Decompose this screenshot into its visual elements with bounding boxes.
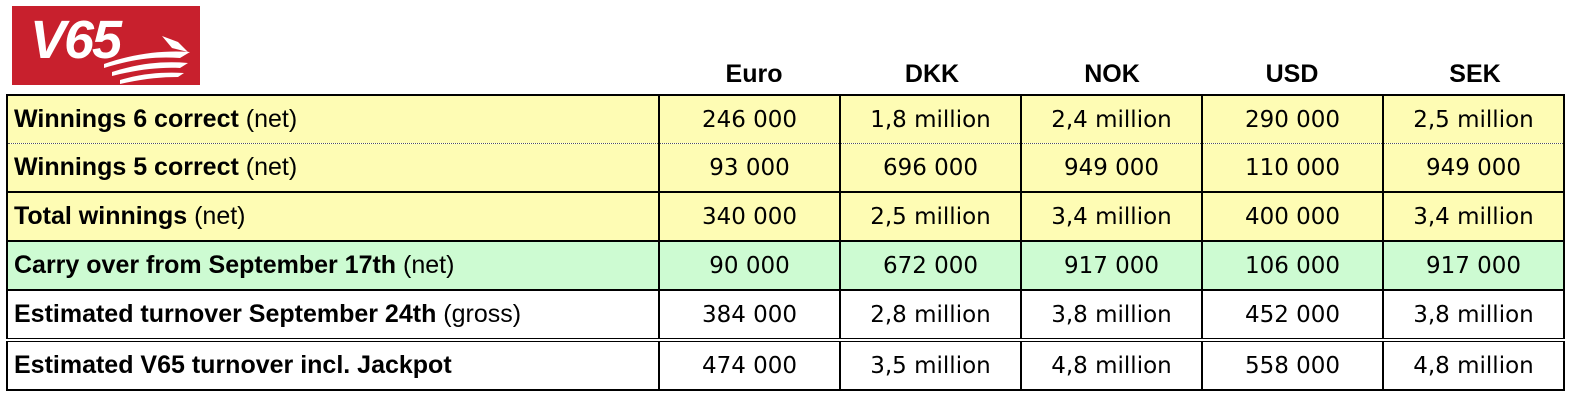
cell-sek: 2,5 million — [1382, 94, 1565, 144]
cell-dkk: 1,8 million — [839, 94, 1022, 144]
cell-usd: 452 000 — [1201, 289, 1384, 341]
cell-euro: 474 000 — [658, 338, 841, 391]
cell-euro: 246 000 — [658, 94, 841, 144]
table-row: Estimated V65 turnover incl. Jackpot 474… — [6, 338, 1565, 391]
column-header-usd: USD — [1265, 60, 1319, 88]
column-header-nok: NOK — [1084, 60, 1140, 88]
row-label: Total winnings (net) — [6, 191, 660, 242]
cell-sek: 3,4 million — [1382, 191, 1565, 242]
cell-sek: 949 000 — [1382, 143, 1565, 193]
row-label-suffix: (net) — [403, 251, 455, 279]
cell-dkk: 2,8 million — [839, 289, 1022, 341]
row-label-bold: Estimated turnover September 24th — [14, 300, 437, 328]
row-label: Winnings 5 correct (net) — [6, 143, 660, 193]
cell-euro: 384 000 — [658, 289, 841, 341]
column-header-euro: Euro — [725, 60, 783, 88]
cell-sek: 4,8 million — [1382, 338, 1565, 391]
cell-nok: 3,4 million — [1020, 191, 1203, 242]
row-label: Winnings 6 correct (net) — [6, 94, 660, 144]
cell-usd: 106 000 — [1201, 240, 1384, 291]
row-label-bold: Winnings 6 correct — [14, 105, 239, 133]
table-row: Winnings 5 correct (net) 93 000 696 000 … — [6, 143, 1565, 193]
row-label: Carry over from September 17th (net) — [6, 240, 660, 291]
row-label-bold: Total winnings — [14, 202, 188, 230]
row-label-bold: Estimated V65 turnover incl. Jackpot — [14, 351, 452, 379]
row-label-bold: Winnings 5 correct — [14, 153, 239, 181]
cell-usd: 558 000 — [1201, 338, 1384, 391]
cell-usd: 290 000 — [1201, 94, 1384, 144]
cell-nok: 4,8 million — [1020, 338, 1203, 391]
cell-sek: 917 000 — [1382, 240, 1565, 291]
cell-usd: 400 000 — [1201, 191, 1384, 242]
row-label-suffix: (net) — [245, 153, 298, 181]
cell-usd: 110 000 — [1201, 143, 1384, 193]
cell-euro: 90 000 — [658, 240, 841, 291]
column-header-dkk: DKK — [904, 60, 960, 88]
table-row: Carry over from September 17th (net) 90 … — [6, 240, 1565, 291]
cell-dkk: 3,5 million — [839, 338, 1022, 391]
row-label-suffix: (net) — [194, 202, 246, 230]
cell-dkk: 672 000 — [839, 240, 1022, 291]
cell-nok: 917 000 — [1020, 240, 1203, 291]
v65-logo: V65 — [12, 6, 200, 85]
horse-head-icon — [104, 36, 190, 84]
column-header-sek: SEK — [1449, 60, 1501, 88]
prize-table: Winnings 6 correct (net) 246 000 1,8 mil… — [6, 94, 1565, 391]
row-label-suffix: (gross) — [443, 300, 522, 328]
cell-nok: 949 000 — [1020, 143, 1203, 193]
cell-sek: 3,8 million — [1382, 289, 1565, 341]
logo-text: V65 — [30, 10, 122, 70]
row-label-suffix: (net) — [245, 105, 298, 133]
row-label-bold: Carry over from September 17th — [14, 251, 397, 279]
table-row: Winnings 6 correct (net) 246 000 1,8 mil… — [6, 94, 1565, 144]
cell-nok: 3,8 million — [1020, 289, 1203, 341]
row-label: Estimated turnover September 24th (gross… — [6, 289, 660, 341]
table-row: Estimated turnover September 24th (gross… — [6, 289, 1565, 341]
row-label: Estimated V65 turnover incl. Jackpot — [6, 338, 660, 391]
cell-dkk: 696 000 — [839, 143, 1022, 193]
cell-euro: 93 000 — [658, 143, 841, 193]
cell-nok: 2,4 million — [1020, 94, 1203, 144]
cell-euro: 340 000 — [658, 191, 841, 242]
table-row: Total winnings (net) 340 000 2,5 million… — [6, 191, 1565, 242]
cell-dkk: 2,5 million — [839, 191, 1022, 242]
